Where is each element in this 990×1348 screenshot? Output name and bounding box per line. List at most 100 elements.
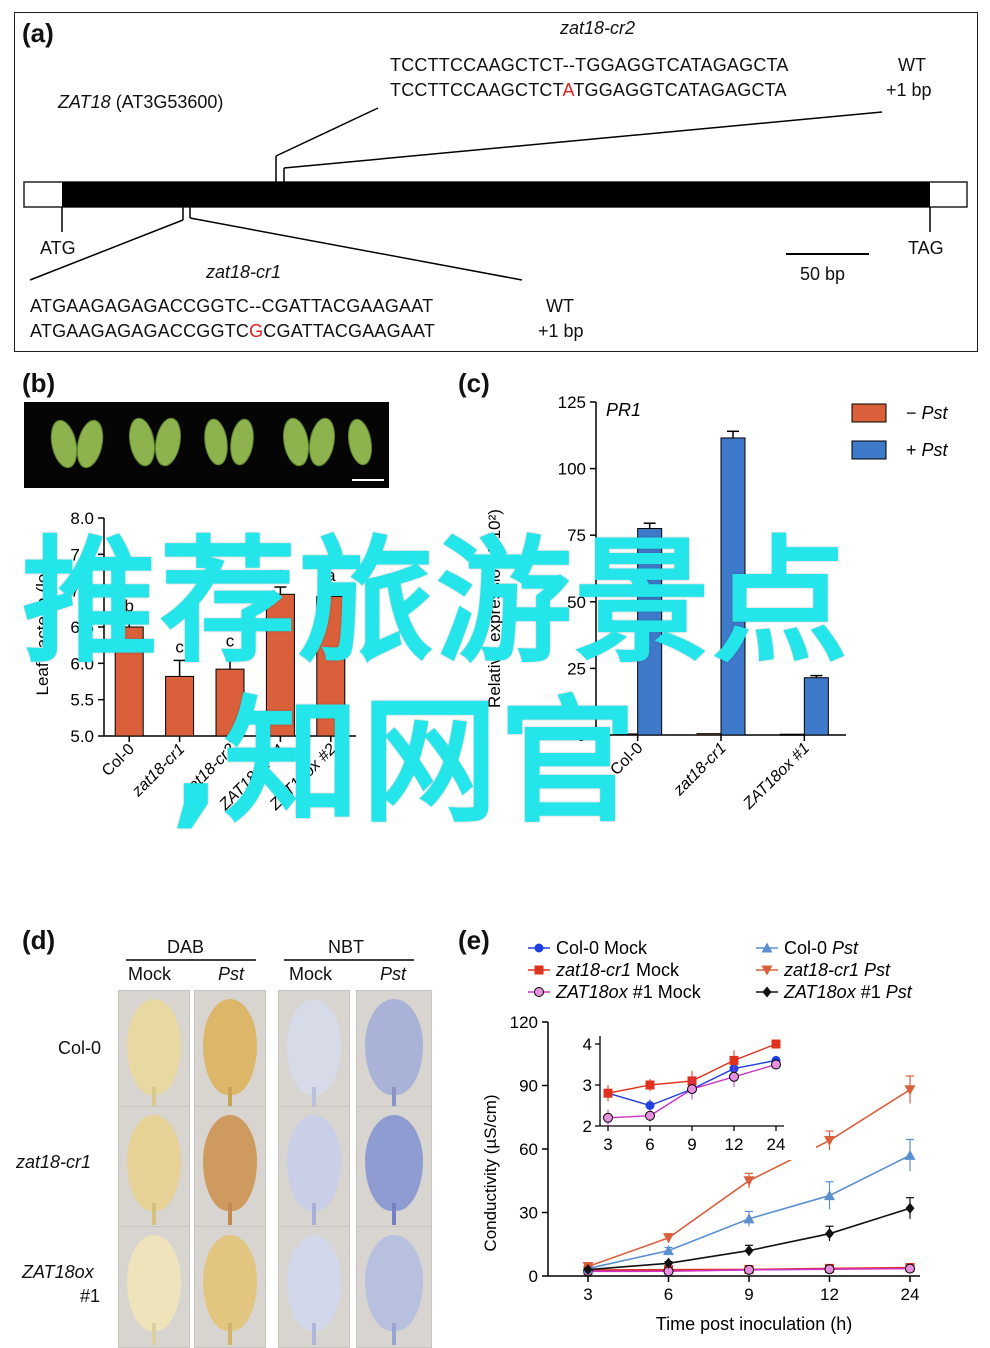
e-inset-data-point [771, 1039, 781, 1049]
chart-c: 125 100 75 50 25 0 Relative expression (×10²) P… [485, 393, 949, 814]
e-x-tick-label: 12 [820, 1285, 839, 1304]
tag-label: TAG [908, 238, 944, 258]
b-significance-letter: c [175, 637, 184, 656]
row-label-zat18ox-num: #1 [80, 1286, 101, 1306]
b-bar [215, 668, 245, 737]
seedling-leaves [50, 417, 384, 481]
leaf-ox-nbt-mock [278, 1226, 350, 1348]
gene-label: ZAT18 (AT3G53600) [58, 92, 223, 113]
cr2-mut-label: +1 bp [886, 80, 932, 100]
b-y-tick-label: 6.5 [70, 618, 94, 637]
e-y-tick-label: 0 [529, 1267, 538, 1286]
panel-d-letter: (d) [22, 925, 56, 955]
e-y-tick-label: 60 [519, 1140, 538, 1159]
row-label-col0: Col-0 [58, 1038, 102, 1058]
e-legend-label: zat18-cr1 Mock [555, 960, 680, 980]
leaf-col0-dab-pst [194, 990, 266, 1112]
cr1-mut-seq: ATGAAGAGAGACCGGTCGCGATTACGAAGAAT [30, 321, 435, 342]
gene-diagram [23, 107, 968, 281]
cr1-insertion: G [249, 321, 264, 341]
c-x-tick-label: zat18-cr1 [670, 740, 730, 800]
cr2-mut-seq: TCCTTCCAAGCTCTATGGAGGTCATAGAGCTA [390, 80, 787, 101]
b-y-tick-label: 7.5 [70, 545, 94, 564]
staining-header-lines [126, 959, 414, 961]
chart-b: 8.0 7.5 7.0 6.5 6.0 5.5 5.0 Leaf bacteria (log)… [33, 509, 356, 814]
c-y-tick-label: 75 [567, 526, 586, 545]
c-bar [720, 437, 746, 736]
c-x-tick-label: ZAT18ox #1 [740, 740, 814, 814]
e-data-point [663, 1233, 674, 1244]
e-inset-data-point [645, 1101, 655, 1110]
b-y-tick-label: 7.0 [70, 582, 94, 601]
cr1-mut-prefix: ATGAAGAGAGACCGGTC [30, 321, 250, 341]
panel-a-frame [14, 12, 978, 352]
e-data-point [744, 1264, 754, 1275]
c-y-tick-label: 25 [567, 659, 586, 678]
row-label-zat18ox: ZAT18ox [22, 1262, 94, 1282]
b-y-tick-label: 6.0 [70, 654, 94, 673]
seedling-leaf [204, 418, 228, 466]
nbt-mock-header: Mock [289, 964, 333, 984]
cr2-title: zat18-cr2 [560, 18, 636, 38]
b-y-tick-label: 5.0 [70, 727, 94, 746]
e-data-point [825, 1228, 834, 1240]
seedling-leaf [347, 418, 373, 466]
e-data-point [744, 1245, 754, 1257]
overlay-text-line1: 推荐旅游景点 [22, 524, 850, 682]
leaf-cr1-dab-pst [194, 1106, 266, 1228]
c-y-tick-label: 50 [567, 593, 586, 612]
e-legend-label: ZAT18ox #1 Pst [783, 982, 913, 1002]
b-bar [114, 626, 144, 737]
c-legend-label: − Pst [906, 403, 949, 423]
gene-cds [62, 182, 930, 207]
c-y-axis-label: Relative expression (×10²) [485, 509, 504, 708]
e-inset-data-point [729, 1071, 739, 1082]
e-data-point [824, 1190, 835, 1201]
panel-a-letter: (a) [22, 18, 54, 48]
cr1-callout-left-diag [29, 219, 184, 281]
c-legend-swatch [851, 440, 887, 460]
e-inset-y-tick-label: 2 [583, 1117, 592, 1136]
e-inset-x-tick-label: 12 [725, 1135, 744, 1154]
cr1-callout-right-diag [189, 217, 523, 281]
seedling-leaf [128, 417, 156, 467]
leaf-ox-dab-pst [194, 1226, 266, 1348]
c-bar [696, 733, 722, 736]
b-bar [165, 675, 195, 737]
e-data-point [663, 1245, 674, 1256]
dab-pst-header: Pst [218, 964, 245, 984]
cr1-mut-label: +1 bp [538, 321, 584, 341]
cr2-mut-suffix: TGGAGGTCATAGAGCTA [573, 80, 787, 100]
c-y-tick-label: 100 [558, 460, 586, 479]
e-legend-marker [534, 943, 544, 953]
c-y-tick-label: 0 [577, 726, 586, 745]
e-data-point [664, 1257, 673, 1269]
e-data-point [743, 1176, 755, 1187]
panel-e-letter: (e) [458, 925, 490, 955]
leaf-col0-nbt-pst [356, 990, 432, 1112]
b-significance-letter: b [124, 597, 133, 616]
e-inset-data-point [687, 1084, 697, 1095]
seedling-photo [24, 402, 389, 488]
leaf-cr1-nbt-pst [356, 1106, 432, 1228]
leaf-ox-nbt-pst [356, 1226, 432, 1348]
e-inset-data-point [645, 1110, 655, 1121]
cr1-wt-label: WT [546, 296, 574, 316]
leaf-cr1-dab-mock [118, 1106, 190, 1228]
b-y-axis-label: Leaf bacteria (log) [33, 558, 52, 695]
c-bar [637, 528, 663, 736]
c-bar [779, 733, 805, 736]
seedling-leaf [154, 417, 182, 467]
leaf-ox-dab-mock [118, 1226, 190, 1348]
e-x-tick-label: 3 [583, 1285, 592, 1304]
dab-mock-header: Mock [128, 964, 172, 984]
row-label-zat18-cr1: zat18-cr1 [16, 1152, 92, 1172]
b-significance-letter: a [326, 566, 336, 585]
e-x-axis-label: Time post inoculation (h) [656, 1314, 852, 1334]
overlay-text-line2: ,知网官 [170, 684, 638, 842]
e-legend-label: zat18-cr1 Pst [783, 960, 891, 980]
leaf-col0-nbt-mock [278, 990, 350, 1112]
cr2-wt-seq: TCCTTCCAAGCTCT--TGGAGGTCATAGAGCTA [390, 55, 789, 75]
cr2-insertion: A [562, 80, 574, 100]
